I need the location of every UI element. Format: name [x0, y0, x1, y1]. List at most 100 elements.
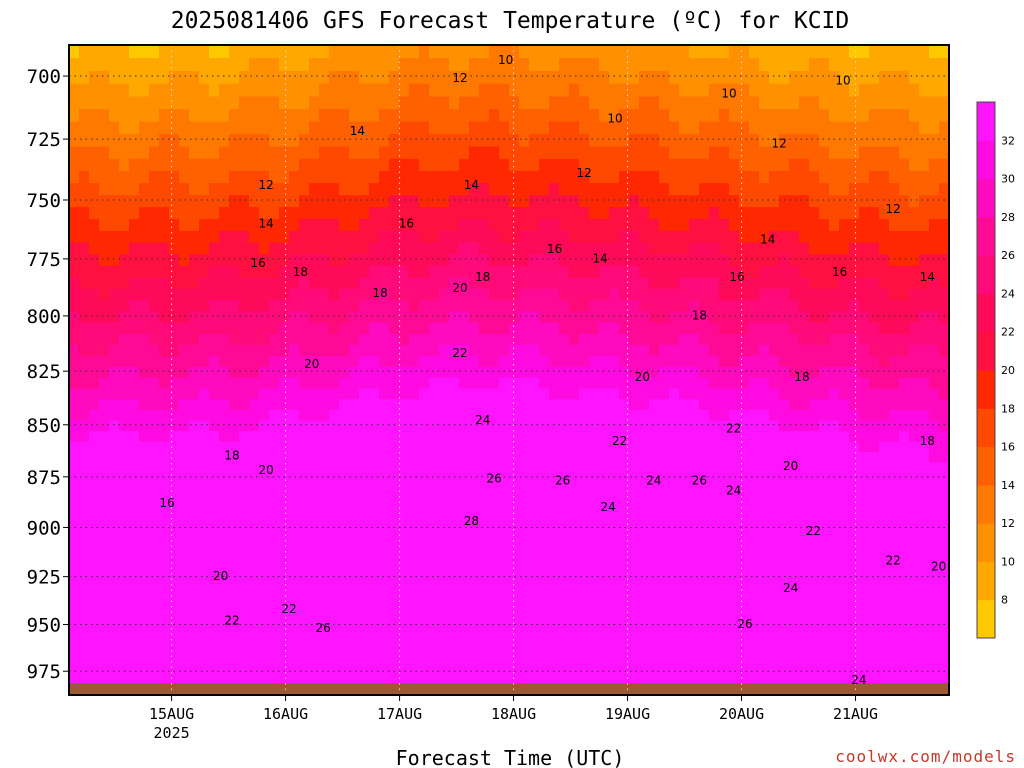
temperature-cell — [379, 667, 390, 678]
temperature-cell — [879, 96, 890, 110]
temperature-cell — [639, 171, 650, 184]
temperature-cell — [579, 553, 590, 564]
temperature-cell — [869, 483, 880, 494]
temperature-cell — [249, 553, 260, 564]
temperature-cell — [89, 572, 100, 584]
temperature-cell — [199, 611, 210, 622]
temperature-cell — [329, 523, 340, 534]
temperature-cell — [849, 630, 860, 641]
temperature-cell — [389, 533, 400, 544]
temperature-cell — [149, 333, 160, 346]
temperature-cell — [529, 355, 540, 368]
temperature-cell — [489, 254, 500, 267]
temperature-cell — [599, 300, 610, 312]
temperature-cell — [699, 452, 710, 463]
temperature-cell — [649, 344, 660, 357]
temperature-cell — [349, 420, 360, 432]
temperature-cell — [559, 493, 570, 504]
temperature-cell — [719, 183, 730, 196]
temperature-cell — [479, 134, 490, 148]
temperature-cell — [559, 462, 570, 474]
temperature-cell — [829, 158, 840, 172]
temperature-cell — [239, 277, 250, 290]
temperature-cell — [89, 658, 100, 669]
temperature-cell — [609, 523, 620, 534]
temperature-cell — [409, 388, 420, 400]
temperature-cell — [839, 83, 850, 97]
temperature-cell — [379, 431, 390, 443]
temperature-cell — [829, 195, 840, 208]
temperature-cell — [149, 611, 160, 622]
temperature-cell — [759, 620, 770, 631]
temperature-cell — [719, 146, 730, 160]
temperature-cell — [169, 183, 180, 196]
temperature-cell — [309, 452, 320, 463]
temperature-cell — [859, 667, 870, 678]
temperature-cell — [209, 265, 220, 278]
temperature-cell — [879, 344, 890, 357]
temperature-cell — [239, 333, 250, 346]
temperature-cell — [139, 83, 150, 97]
temperature-cell — [429, 242, 440, 255]
temperature-cell — [599, 83, 610, 97]
temperature-cell — [169, 513, 180, 524]
temperature-cell — [299, 452, 310, 463]
temperature-cell — [519, 639, 530, 650]
temperature-cell — [359, 121, 370, 135]
temperature-cell — [369, 472, 380, 484]
temperature-cell — [429, 399, 440, 411]
temperature-cell — [859, 420, 870, 432]
temperature-cell — [469, 83, 480, 97]
temperature-cell — [489, 441, 500, 453]
temperature-cell — [889, 503, 900, 514]
temperature-cell — [769, 121, 780, 135]
temperature-cell — [129, 58, 140, 72]
temperature-cell — [699, 676, 710, 687]
temperature-cell — [669, 399, 680, 411]
temperature-cell — [429, 58, 440, 72]
temperature-cell — [189, 195, 200, 208]
temperature-cell — [489, 121, 500, 135]
temperature-cell — [99, 83, 110, 97]
temperature-cell — [599, 355, 610, 368]
temperature-cell — [449, 377, 460, 390]
temperature-cell — [739, 277, 750, 290]
temperature-cell — [369, 288, 380, 301]
temperature-cell — [649, 620, 660, 631]
temperature-cell — [229, 658, 240, 669]
temperature-cell — [279, 441, 290, 453]
temperature-cell — [709, 441, 720, 453]
temperature-cell — [569, 431, 580, 443]
temperature-cell — [299, 620, 310, 631]
temperature-cell — [299, 265, 310, 278]
temperature-cell — [569, 676, 580, 687]
temperature-cell — [809, 158, 820, 172]
temperature-cell — [549, 195, 560, 208]
temperature-cell — [159, 658, 170, 669]
temperature-cell — [669, 96, 680, 110]
temperature-cell — [559, 207, 570, 220]
temperature-cell — [249, 513, 260, 524]
temperature-cell — [119, 582, 130, 593]
temperature-cell — [789, 288, 800, 301]
temperature-cell — [579, 311, 590, 324]
temperature-cell — [849, 109, 860, 123]
temperature-cell — [179, 399, 190, 411]
temperature-cell — [779, 333, 790, 346]
temperature-cell — [199, 572, 210, 584]
temperature-cell — [319, 572, 330, 584]
temperature-cell — [869, 242, 880, 255]
temperature-cell — [129, 70, 140, 85]
temperature-cell — [879, 158, 890, 172]
temperature-cell — [219, 639, 230, 650]
temperature-cell — [389, 96, 400, 110]
temperature-cell — [469, 620, 480, 631]
temperature-cell — [679, 70, 690, 85]
temperature-cell — [519, 667, 530, 678]
temperature-cell — [439, 667, 450, 678]
temperature-cell — [259, 121, 270, 135]
temperature-cell — [659, 366, 670, 379]
temperature-cell — [259, 639, 270, 650]
temperature-cell — [199, 277, 210, 290]
temperature-cell — [779, 242, 790, 255]
